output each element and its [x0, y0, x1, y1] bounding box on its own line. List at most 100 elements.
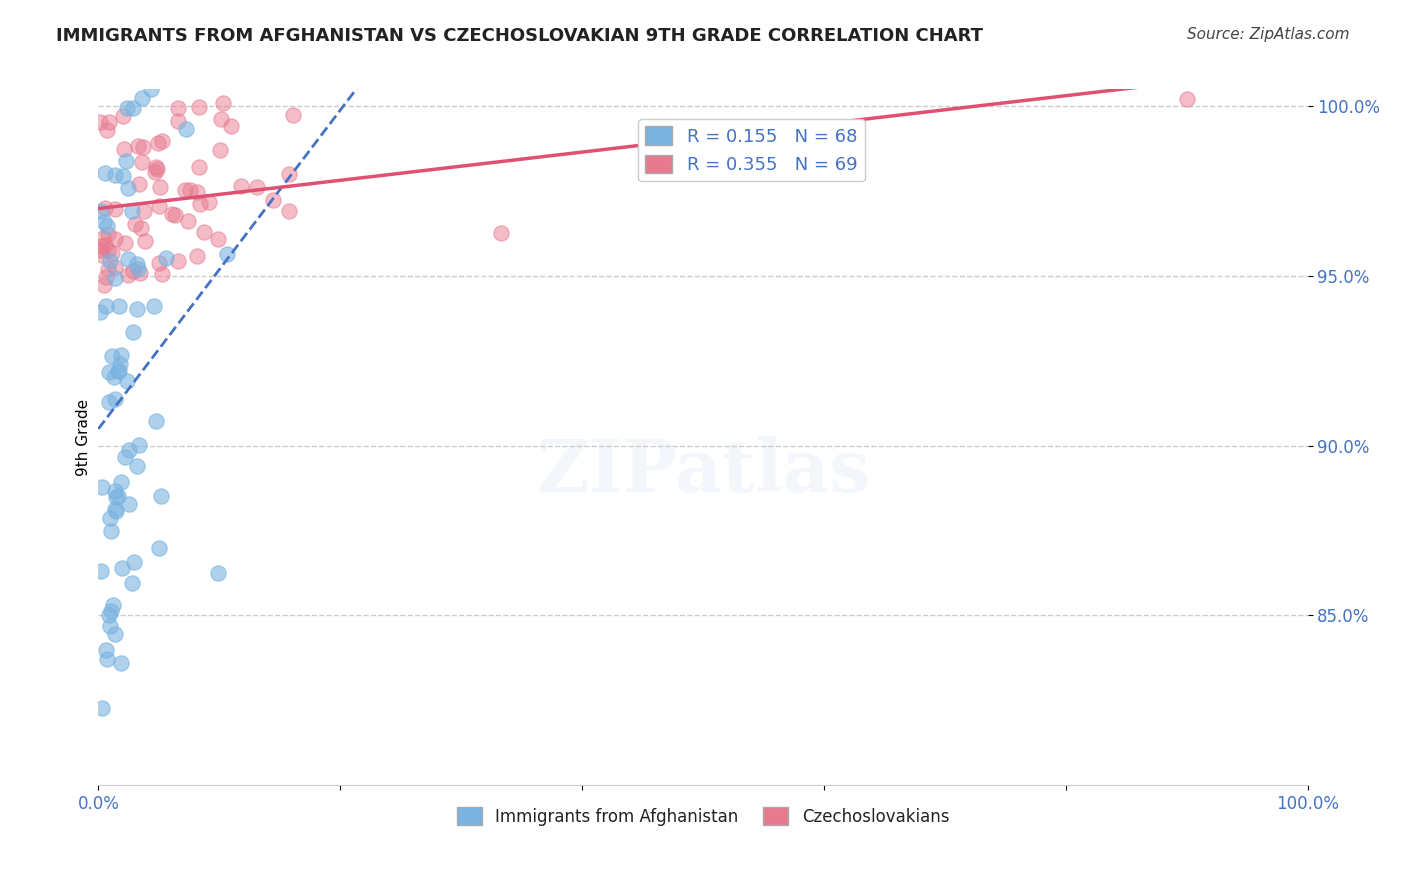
Point — [132, 140, 155, 154]
Point — [148, 541, 170, 555]
Point — [128, 438, 150, 452]
Point — [127, 458, 149, 473]
Point — [188, 196, 211, 211]
Point — [186, 249, 208, 263]
Point — [94, 238, 117, 252]
Point — [145, 161, 167, 176]
Point — [122, 101, 145, 115]
Point — [149, 180, 172, 194]
Point — [134, 234, 156, 248]
Point — [104, 392, 127, 406]
Point — [90, 243, 112, 257]
Point — [91, 481, 114, 495]
Point — [150, 134, 173, 148]
Point — [115, 374, 138, 388]
Point — [96, 299, 118, 313]
Point — [90, 565, 112, 579]
Point — [148, 255, 170, 269]
Point — [111, 109, 134, 123]
Point — [129, 266, 152, 280]
Point — [179, 183, 201, 197]
Point — [188, 161, 211, 175]
Point — [98, 394, 121, 409]
Point — [110, 657, 132, 671]
Point — [207, 232, 229, 246]
Point — [129, 221, 152, 235]
Text: Source: ZipAtlas.com: Source: ZipAtlas.com — [1187, 27, 1350, 42]
Point — [155, 251, 177, 265]
Point — [93, 214, 115, 228]
Point — [111, 169, 134, 184]
Point — [97, 243, 120, 257]
Point — [208, 143, 231, 157]
Point — [166, 113, 188, 128]
Point — [188, 100, 211, 114]
Point — [177, 213, 200, 227]
Point — [93, 166, 115, 180]
Point — [104, 232, 127, 246]
Point — [166, 253, 188, 268]
Point — [143, 299, 166, 313]
Point — [96, 643, 118, 657]
Point — [215, 247, 238, 261]
Point — [115, 101, 138, 115]
Text: IMMIGRANTS FROM AFGHANISTAN VS CZECHOSLOVAKIAN 9TH GRADE CORRELATION CHART: IMMIGRANTS FROM AFGHANISTAN VS CZECHOSLO… — [56, 27, 983, 45]
Point — [219, 119, 242, 133]
Point — [110, 475, 132, 490]
Point — [128, 177, 150, 191]
Point — [104, 503, 127, 517]
Point — [115, 153, 138, 168]
Point — [98, 253, 121, 268]
Point — [127, 257, 149, 271]
Point — [107, 363, 129, 377]
Point — [148, 136, 170, 151]
Point — [104, 627, 127, 641]
Point — [1175, 92, 1198, 106]
Point — [90, 204, 112, 219]
Point — [489, 227, 512, 241]
Legend: Immigrants from Afghanistan, Czechoslovakians: Immigrants from Afghanistan, Czechoslova… — [450, 801, 956, 832]
Point — [104, 271, 127, 285]
Point — [127, 139, 149, 153]
Point — [103, 599, 125, 613]
Point — [193, 225, 215, 239]
Point — [167, 101, 190, 115]
Point — [207, 566, 229, 580]
Point — [114, 236, 136, 251]
Point — [114, 450, 136, 464]
Point — [150, 489, 173, 503]
Point — [131, 91, 153, 105]
Point — [97, 261, 120, 276]
Point — [118, 497, 141, 511]
Y-axis label: 9th Grade: 9th Grade — [76, 399, 91, 475]
Point — [111, 560, 134, 574]
Point — [124, 555, 146, 569]
Point — [277, 203, 299, 218]
Point — [209, 112, 232, 126]
Point — [93, 277, 115, 292]
Point — [197, 194, 219, 209]
Point — [262, 194, 284, 208]
Point — [121, 204, 143, 219]
Point — [103, 370, 125, 384]
Point — [131, 155, 153, 169]
Point — [143, 164, 166, 178]
Point — [94, 270, 117, 285]
Point — [277, 167, 299, 181]
Point — [127, 261, 149, 276]
Point — [125, 302, 148, 317]
Point — [96, 651, 118, 665]
Point — [174, 122, 197, 136]
Point — [134, 204, 156, 219]
Point — [107, 489, 129, 503]
Point — [108, 357, 131, 371]
Point — [108, 364, 131, 378]
Point — [93, 201, 115, 215]
Point — [283, 107, 305, 121]
Point — [229, 178, 252, 193]
Point — [104, 202, 127, 217]
Point — [165, 208, 187, 222]
Point — [117, 443, 139, 458]
Point — [145, 160, 167, 174]
Point — [93, 231, 115, 245]
